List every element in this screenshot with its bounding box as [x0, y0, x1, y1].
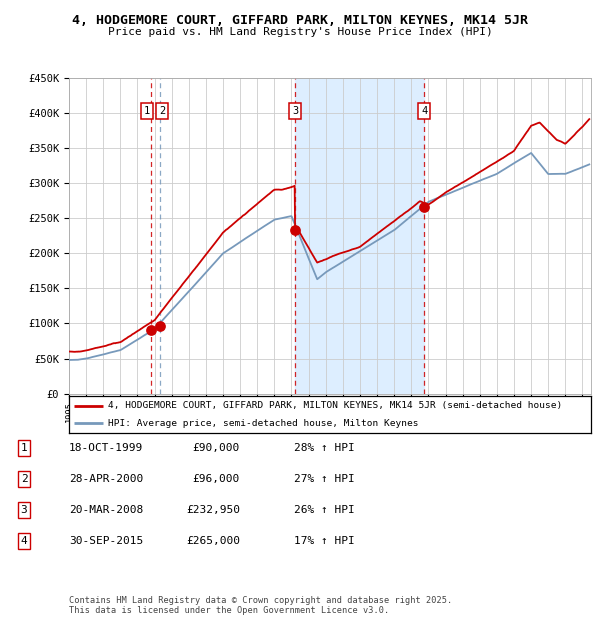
Point [146, 326, 156, 335]
Text: 20-MAR-2008: 20-MAR-2008 [69, 505, 143, 515]
Text: 17% ↑ HPI: 17% ↑ HPI [294, 536, 355, 546]
Text: 1: 1 [144, 105, 150, 116]
Text: 1: 1 [20, 443, 28, 453]
Text: HPI: Average price, semi-detached house, Milton Keynes: HPI: Average price, semi-detached house,… [108, 419, 419, 428]
Text: 2: 2 [20, 474, 28, 484]
Text: 28% ↑ HPI: 28% ↑ HPI [294, 443, 355, 453]
Text: 4: 4 [20, 536, 28, 546]
Text: 18-OCT-1999: 18-OCT-1999 [69, 443, 143, 453]
Text: Contains HM Land Registry data © Crown copyright and database right 2025.
This d: Contains HM Land Registry data © Crown c… [69, 596, 452, 615]
Text: 26% ↑ HPI: 26% ↑ HPI [294, 505, 355, 515]
Text: £232,950: £232,950 [186, 505, 240, 515]
Text: Price paid vs. HM Land Registry's House Price Index (HPI): Price paid vs. HM Land Registry's House … [107, 27, 493, 37]
Text: £96,000: £96,000 [193, 474, 240, 484]
Point [290, 225, 300, 235]
Text: 2: 2 [159, 105, 166, 116]
Bar [295, 78, 424, 394]
Text: 3: 3 [20, 505, 28, 515]
Point [155, 321, 165, 331]
Text: £265,000: £265,000 [186, 536, 240, 546]
Point [419, 203, 429, 213]
Text: 3: 3 [292, 105, 298, 116]
Text: 4, HODGEMORE COURT, GIFFARD PARK, MILTON KEYNES, MK14 5JR (semi-detached house): 4, HODGEMORE COURT, GIFFARD PARK, MILTON… [108, 402, 562, 410]
Text: 28-APR-2000: 28-APR-2000 [69, 474, 143, 484]
Text: 4: 4 [421, 105, 427, 116]
Text: £90,000: £90,000 [193, 443, 240, 453]
Text: 27% ↑ HPI: 27% ↑ HPI [294, 474, 355, 484]
Text: 4, HODGEMORE COURT, GIFFARD PARK, MILTON KEYNES, MK14 5JR: 4, HODGEMORE COURT, GIFFARD PARK, MILTON… [72, 14, 528, 27]
Text: 30-SEP-2015: 30-SEP-2015 [69, 536, 143, 546]
